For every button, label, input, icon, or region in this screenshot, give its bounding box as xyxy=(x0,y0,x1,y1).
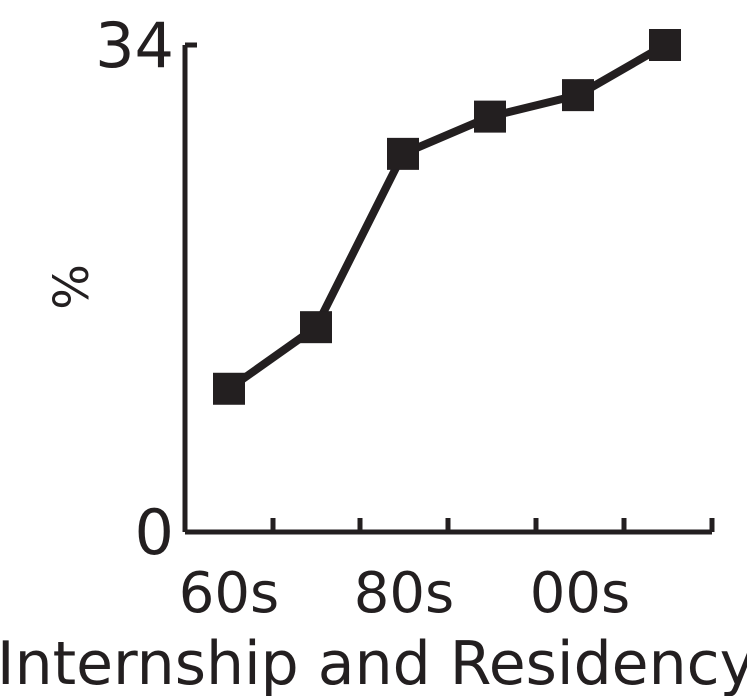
data-point-80s xyxy=(387,137,419,170)
x-axis-title: Internship and Residency xyxy=(0,629,747,696)
y-tick-label: 0 xyxy=(135,496,174,569)
labels: % Internship and Residency xyxy=(0,264,747,696)
data-point-00s xyxy=(562,79,594,112)
data-point-10s xyxy=(649,29,681,61)
series-line xyxy=(226,41,667,393)
y-axis-title: % xyxy=(44,264,100,310)
data-point-60s xyxy=(213,372,245,405)
x-tick-label: 00s xyxy=(530,561,630,626)
data-point-70s xyxy=(300,311,332,344)
axes: 0 34 60s 80s 00s xyxy=(95,9,715,626)
x-tick-label: 60s xyxy=(179,561,279,626)
series-layer xyxy=(213,29,681,405)
y-tick-label: 34 xyxy=(95,9,174,82)
data-point-90s xyxy=(474,100,506,133)
x-tick-label: 80s xyxy=(354,561,454,626)
